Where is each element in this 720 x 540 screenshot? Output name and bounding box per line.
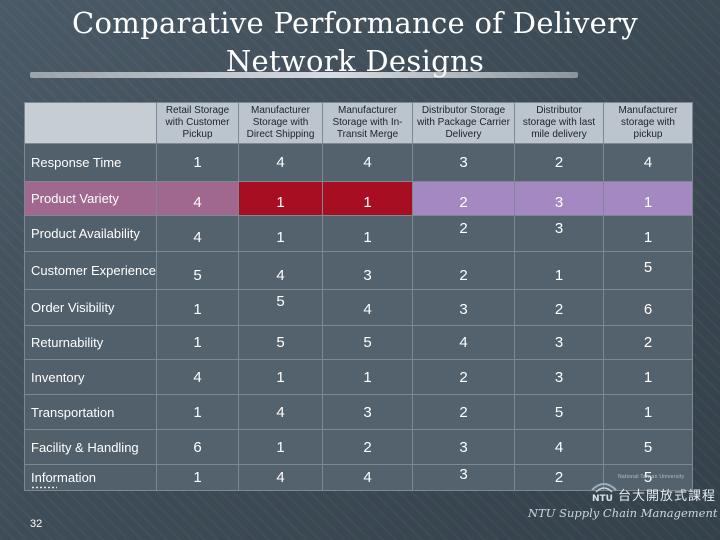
table-cell: 1 bbox=[322, 181, 413, 216]
table-cell: 4 bbox=[238, 251, 323, 290]
table-cell: 4 bbox=[322, 143, 413, 182]
row-label: Returnability bbox=[24, 325, 157, 360]
ntu-emblem-icon: NTU bbox=[591, 483, 617, 502]
table-cell: 2 bbox=[514, 289, 604, 326]
row-label: Response Time bbox=[24, 143, 157, 489]
table-row-product-availability: Product Availability 4 1 1 2 3 1 bbox=[24, 215, 693, 252]
table-row-transportation: Transportation 1 4 3 2 5 1 bbox=[24, 394, 693, 430]
logo-chinese-text: 台大開放式課程 bbox=[618, 489, 717, 504]
column-header-distributor-last-mile: Distributor storage with last mile deliv… bbox=[514, 102, 604, 144]
table-cell: 1 bbox=[603, 359, 693, 395]
column-header-mfr-direct-shipping: Manufacturer Storage with Direct Shippin… bbox=[238, 102, 323, 144]
table-cell: 5 bbox=[238, 289, 323, 326]
row-label: Transportation bbox=[24, 394, 157, 430]
table-cell: 4 bbox=[238, 394, 323, 430]
table-cell: 1 bbox=[238, 181, 323, 216]
table-cell: 3 bbox=[322, 394, 413, 430]
table-cell: 1 bbox=[514, 251, 604, 290]
table-cell: 2 bbox=[412, 215, 515, 252]
table-cell: 1 bbox=[238, 215, 323, 252]
table-cell: 3 bbox=[412, 464, 515, 491]
slide-title-line1: Comparative Performance of Delivery bbox=[72, 6, 638, 40]
table-row-order-visibility: Order Visibility 1 5 4 3 2 6 bbox=[24, 289, 693, 326]
table-cell: 3 bbox=[514, 359, 604, 395]
row-label: Product Availability bbox=[24, 215, 157, 252]
comparison-table: Retail Storage with Customer Pickup Manu… bbox=[24, 102, 693, 491]
table-cell: 2 bbox=[412, 181, 515, 216]
table-header-row: Retail Storage with Customer Pickup Manu… bbox=[24, 102, 693, 144]
row-label: Inventory bbox=[24, 359, 157, 395]
table-cell: 2 bbox=[322, 429, 413, 465]
table-cell: 4 bbox=[514, 429, 604, 465]
column-header-mfr-pickup: Manufacturer storage with pickup bbox=[603, 102, 693, 144]
table-cell: 3 bbox=[412, 289, 515, 326]
table-cell: 1 bbox=[156, 464, 239, 491]
table-cell: 3 bbox=[412, 429, 515, 465]
table-row-facility-handling: Facility & Handling 6 1 2 3 4 5 bbox=[24, 429, 693, 465]
logo-university-name: National Taiwan University bbox=[618, 474, 685, 480]
table-cell: 1 bbox=[156, 143, 239, 182]
table-cell: 5 bbox=[322, 325, 413, 360]
table-cell: 4 bbox=[322, 289, 413, 326]
table-cell: 1 bbox=[156, 289, 239, 326]
table-corner-cell bbox=[24, 102, 157, 144]
row-label: Order Visibility bbox=[24, 289, 157, 326]
table-cell: 5 bbox=[603, 464, 693, 491]
table-cell: 4 bbox=[412, 325, 515, 360]
row-label: Product Variety bbox=[24, 181, 157, 489]
page-number: 32 bbox=[30, 518, 43, 530]
footer-course-name: NTU Supply Chain Management bbox=[528, 506, 718, 520]
table-cell: 4 bbox=[238, 143, 323, 182]
table-cell: 4 bbox=[156, 181, 239, 216]
table-cell: 6 bbox=[156, 429, 239, 465]
table-cell: 4 bbox=[156, 215, 239, 252]
table-cell: 1 bbox=[238, 359, 323, 395]
column-header-mfr-in-transit-merge: Manufacturer Storage with In- Transit Me… bbox=[322, 102, 413, 144]
ntu-logo: NTU National Taiwan University 台大開放式課程 bbox=[588, 470, 715, 504]
table-cell: 3 bbox=[514, 181, 604, 216]
table-row-inventory: Inventory 4 1 1 2 3 1 bbox=[24, 359, 693, 395]
table-row-product-variety: Product Variety 4 1 1 2 3 1 bbox=[24, 181, 693, 489]
title-underline-bar bbox=[30, 72, 578, 78]
table-cell: 1 bbox=[156, 394, 239, 430]
table-cell: 2 bbox=[412, 394, 515, 430]
table-cell: 5 bbox=[238, 325, 323, 360]
table-cell: 1 bbox=[603, 215, 693, 252]
table-cell: 2 bbox=[514, 143, 604, 182]
table-cell: 6 bbox=[603, 289, 693, 326]
table-cell: 2 bbox=[412, 359, 515, 395]
table-cell: 2 bbox=[412, 251, 515, 290]
table-cell: 3 bbox=[514, 215, 604, 252]
table-cell: 4 bbox=[156, 359, 239, 395]
table-cell: 5 bbox=[514, 394, 604, 430]
table-cell: 3 bbox=[412, 143, 515, 182]
table-cell: 1 bbox=[603, 394, 693, 430]
ntu-acronym: NTU bbox=[592, 494, 613, 502]
table-cell: 5 bbox=[603, 429, 693, 465]
slide-title: Comparative Performance of Delivery Netw… bbox=[0, 4, 710, 80]
table-row-customer-experience: Customer Experience 5 4 3 2 1 5 bbox=[24, 251, 693, 290]
table-cell: 1 bbox=[603, 181, 693, 216]
table-cell: 4 bbox=[322, 464, 413, 491]
table-cell: 5 bbox=[156, 251, 239, 290]
table-cell: 1 bbox=[156, 325, 239, 360]
table-cell: 3 bbox=[514, 325, 604, 360]
table-row-returnability: Returnability 1 5 5 4 3 2 bbox=[24, 325, 693, 360]
row-label: Facility & Handling bbox=[24, 429, 157, 465]
column-header-retail-storage: Retail Storage with Customer Pickup bbox=[156, 102, 239, 144]
column-header-distributor-package-carrier: Distributor Storage with Package Carrier… bbox=[412, 102, 515, 144]
table-row-response-time: Response Time 1 4 4 3 2 4 bbox=[24, 143, 693, 489]
table-cell: 1 bbox=[238, 429, 323, 465]
row-label: Customer Experience bbox=[24, 251, 157, 290]
table-cell: 3 bbox=[322, 251, 413, 290]
table-cell: 1 bbox=[322, 359, 413, 395]
table-cell: 4 bbox=[238, 464, 323, 491]
table-cell: 4 bbox=[603, 143, 693, 182]
table-cell: 1 bbox=[322, 215, 413, 252]
table-cell: 5 bbox=[603, 251, 693, 290]
table-cell: 2 bbox=[514, 464, 604, 491]
table-cell: 2 bbox=[603, 325, 693, 360]
